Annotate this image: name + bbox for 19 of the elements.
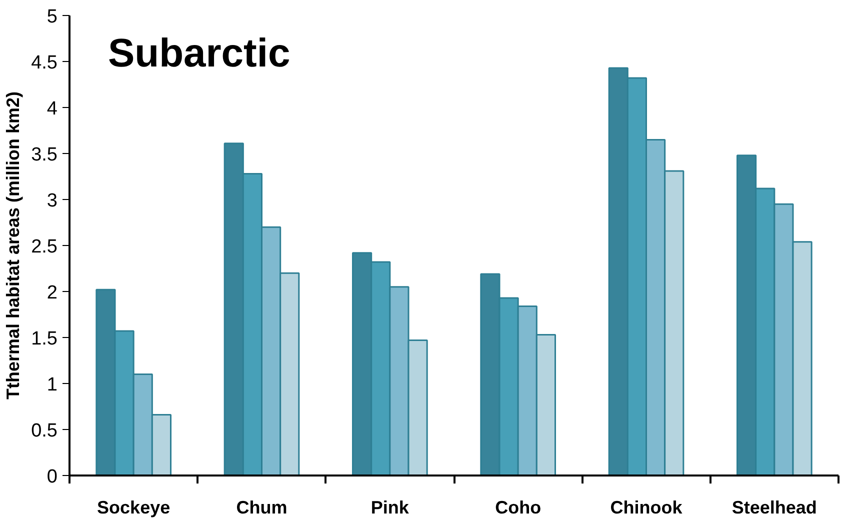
y-tick-label: 3.5 — [31, 144, 58, 166]
y-tick-label: 5 — [46, 6, 58, 28]
x-tick-label: Sockeye — [97, 498, 170, 518]
x-tick-label: Steelhead — [732, 498, 817, 518]
x-tick-label: Chum — [236, 498, 288, 518]
y-tick-label: 3 — [46, 190, 58, 212]
y-tick-label: 2 — [46, 282, 58, 304]
y-tick-label: 1.5 — [31, 328, 58, 350]
x-tick-label: Coho — [495, 498, 542, 518]
x-tick-label: Pink — [370, 498, 410, 518]
chart-title: Subarctic — [108, 31, 290, 76]
x-tick-label: Chinook — [610, 498, 684, 518]
y-tick-label: 4 — [46, 98, 58, 120]
y-tick-label: 2.5 — [31, 236, 58, 258]
y-tick-label: 0.5 — [31, 420, 58, 442]
y-tick-label: 0 — [46, 466, 58, 488]
y-tick-label: 1 — [46, 374, 58, 396]
y-tick-label: 4.5 — [31, 52, 58, 74]
y-axis-title: Tthermal habitat areas (million km2) — [3, 91, 24, 400]
